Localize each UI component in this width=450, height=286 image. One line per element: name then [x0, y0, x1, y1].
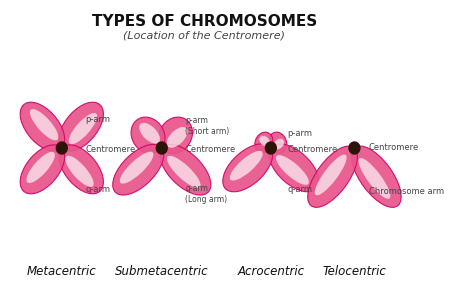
Ellipse shape: [59, 145, 104, 194]
Ellipse shape: [273, 139, 284, 149]
Text: q-arm
(Long arm): q-arm (Long arm): [185, 184, 228, 204]
Circle shape: [349, 142, 360, 154]
Circle shape: [266, 142, 276, 154]
Ellipse shape: [255, 132, 273, 153]
Ellipse shape: [230, 151, 263, 180]
Ellipse shape: [120, 152, 153, 184]
Text: p-arm: p-arm: [287, 130, 312, 138]
Text: q-arm: q-arm: [86, 186, 110, 194]
Ellipse shape: [20, 102, 65, 151]
Ellipse shape: [65, 156, 94, 187]
Ellipse shape: [160, 144, 211, 195]
Text: p-arm: p-arm: [86, 116, 110, 124]
Text: Metacentric: Metacentric: [27, 265, 97, 278]
Text: Centromere: Centromere: [86, 146, 136, 154]
Ellipse shape: [276, 155, 309, 185]
Ellipse shape: [269, 132, 287, 153]
Text: Submetacentric: Submetacentric: [115, 265, 209, 278]
Ellipse shape: [112, 144, 164, 195]
Ellipse shape: [158, 117, 193, 154]
Ellipse shape: [30, 109, 58, 140]
Ellipse shape: [139, 123, 160, 144]
Text: (Location of the Centromere): (Location of the Centromere): [123, 30, 285, 40]
Ellipse shape: [20, 145, 65, 194]
Ellipse shape: [167, 156, 201, 188]
Ellipse shape: [27, 152, 55, 183]
Circle shape: [56, 142, 67, 154]
Text: q-arm: q-arm: [287, 186, 312, 194]
Text: Centromere: Centromere: [287, 146, 338, 154]
Text: Centromere: Centromere: [369, 144, 419, 152]
Ellipse shape: [166, 127, 188, 148]
Text: Acrocentric: Acrocentric: [237, 265, 304, 278]
Ellipse shape: [131, 117, 165, 154]
Ellipse shape: [69, 113, 97, 144]
Circle shape: [156, 142, 167, 154]
Ellipse shape: [359, 158, 390, 199]
Ellipse shape: [259, 136, 270, 146]
Text: p-arm
(Short arm): p-arm (Short arm): [185, 116, 230, 136]
Ellipse shape: [269, 144, 319, 192]
Text: Chromosome arm: Chromosome arm: [369, 188, 444, 196]
Ellipse shape: [308, 146, 357, 207]
Ellipse shape: [59, 102, 104, 151]
Ellipse shape: [351, 146, 401, 207]
Text: Telocentric: Telocentric: [323, 265, 387, 278]
Ellipse shape: [315, 154, 346, 195]
Text: Centromere: Centromere: [185, 146, 236, 154]
Text: TYPES OF CHROMOSOMES: TYPES OF CHROMOSOMES: [92, 14, 317, 29]
Ellipse shape: [223, 144, 273, 192]
